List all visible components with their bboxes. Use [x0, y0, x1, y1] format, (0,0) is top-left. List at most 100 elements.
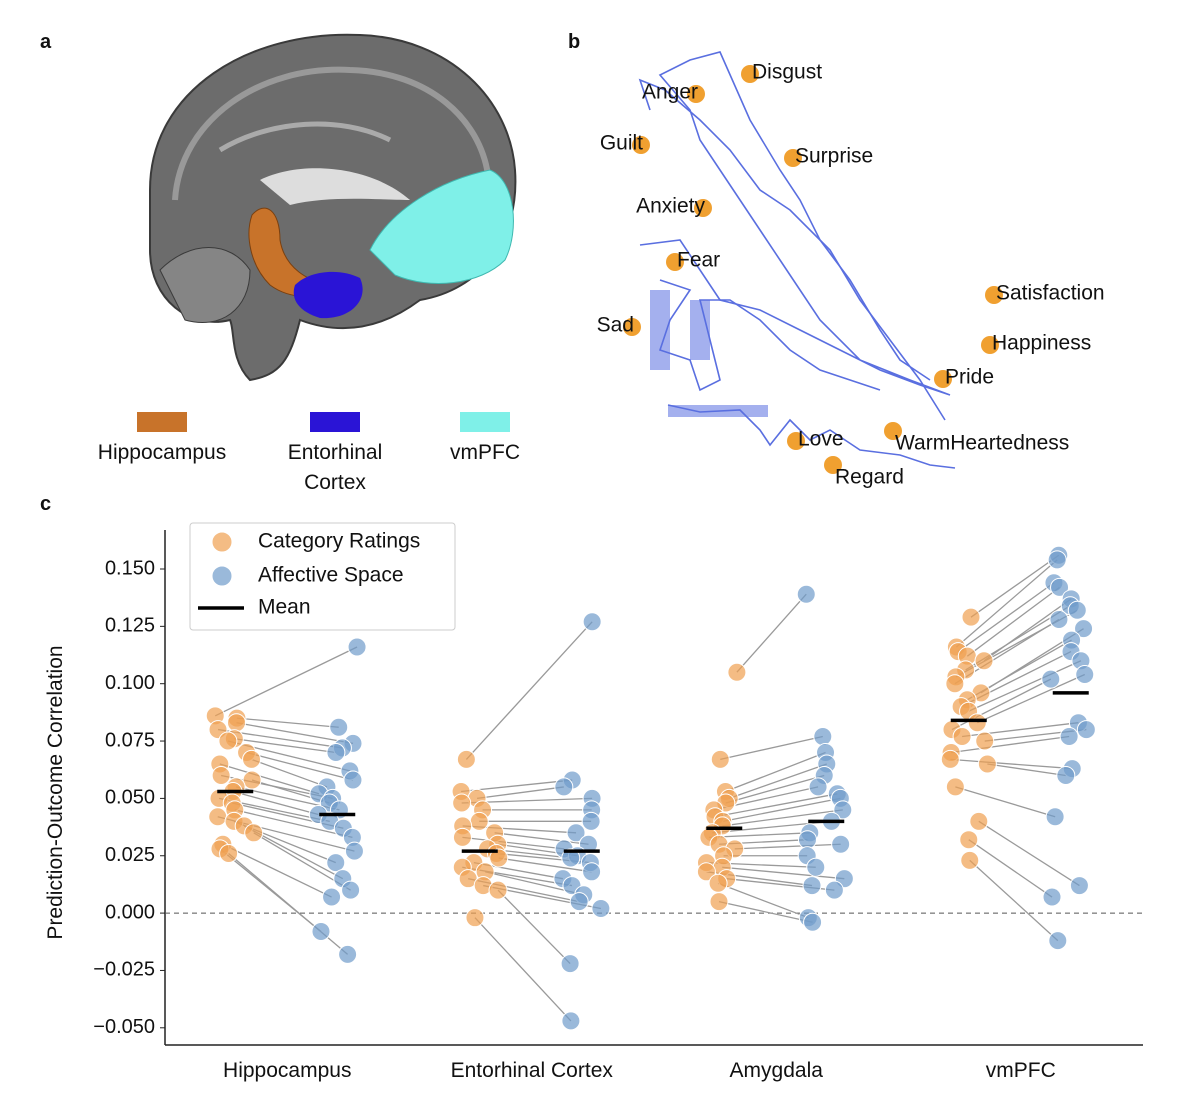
- data-point: [326, 853, 346, 873]
- data-point: [709, 892, 729, 912]
- data-point: [582, 612, 602, 632]
- pair-line: [708, 832, 810, 839]
- data-point: [806, 857, 826, 877]
- pair-line: [714, 793, 838, 818]
- pair-line: [720, 735, 823, 761]
- data-point: [344, 841, 364, 861]
- legend-box: [189, 522, 456, 631]
- data-point: [242, 770, 262, 790]
- data-point: [808, 777, 828, 797]
- legend-marker: [211, 565, 233, 587]
- pair-line: [251, 758, 328, 788]
- data-point: [456, 749, 476, 769]
- data-point: [696, 862, 716, 882]
- data-point: [1047, 550, 1067, 570]
- data-point: [581, 811, 601, 831]
- y-tick-label: −0.025: [93, 959, 155, 981]
- pair-line: [236, 722, 354, 744]
- data-point: [322, 887, 342, 907]
- x-tick-label: vmPFC: [986, 1059, 1056, 1082]
- data-point: [1067, 600, 1087, 620]
- data-point: [226, 713, 246, 733]
- pair-line: [969, 859, 1059, 942]
- trajectory-line: [639, 51, 951, 396]
- x-tick-label: Amygdala: [730, 1059, 824, 1082]
- emotion-label: Happiness: [992, 332, 1091, 355]
- legend-swatch: [310, 412, 360, 432]
- x-tick-label: Hippocampus: [223, 1059, 351, 1082]
- emotion-point: [694, 199, 712, 217]
- brain-gyrus: [218, 121, 392, 153]
- legend-label: vmPFC: [450, 441, 520, 464]
- y-tick-label: 0.150: [105, 557, 155, 579]
- pair-line: [950, 758, 1073, 770]
- data-point: [797, 830, 817, 850]
- pair-line: [497, 889, 571, 965]
- data-point: [940, 749, 960, 769]
- pair-line: [712, 820, 832, 834]
- data-point: [1050, 577, 1070, 597]
- data-point: [452, 793, 472, 813]
- data-point: [561, 1011, 581, 1031]
- pair-line: [957, 582, 1055, 653]
- brain-gyrus: [172, 66, 491, 201]
- pair-line: [722, 866, 845, 880]
- trajectory-dots: [650, 290, 768, 417]
- pair-line: [234, 738, 336, 754]
- legend-label: Category Ratings: [258, 530, 420, 553]
- panel-label: c: [40, 493, 51, 515]
- emotion-label: Love: [798, 428, 844, 451]
- emotion-point: [981, 336, 999, 354]
- emotion-point: [934, 370, 952, 388]
- emotion-point: [741, 65, 759, 83]
- panel-label: a: [40, 31, 52, 53]
- vmpfc-region: [369, 169, 514, 284]
- data-point: [960, 850, 980, 870]
- data-point: [341, 880, 361, 900]
- data-point: [1048, 931, 1068, 951]
- emotion-label: Pride: [945, 366, 994, 389]
- pair-line: [951, 735, 1070, 754]
- data-point: [1056, 765, 1076, 785]
- data-point: [343, 770, 363, 790]
- data-point: [311, 921, 331, 941]
- data-point: [833, 800, 853, 820]
- pair-line: [222, 843, 332, 898]
- legend-marker: [211, 531, 233, 553]
- pair-line: [219, 763, 320, 795]
- pair-line: [722, 809, 843, 827]
- pair-line: [987, 763, 1066, 777]
- emotion-label: Disgust: [752, 61, 822, 84]
- pair-line: [462, 836, 565, 850]
- points: [205, 545, 1096, 1031]
- emotion-point: [824, 456, 842, 474]
- y-tick-label: 0.125: [105, 615, 155, 637]
- emotion-label: Anger: [642, 81, 698, 104]
- data-point: [1041, 669, 1061, 689]
- pair-line: [977, 673, 1086, 724]
- data-point: [244, 823, 264, 843]
- data-point: [452, 827, 472, 847]
- data-point: [710, 749, 730, 769]
- emotion-point: [784, 149, 802, 167]
- data-point: [554, 777, 574, 797]
- data-point: [945, 674, 965, 694]
- data-point: [561, 848, 581, 868]
- data-point: [959, 830, 979, 850]
- data-point: [813, 726, 833, 746]
- data-point: [569, 892, 589, 912]
- data-point: [326, 743, 346, 763]
- data-point: [566, 823, 586, 843]
- corpus-callosum: [260, 168, 410, 205]
- emotion-point: [787, 432, 805, 450]
- emotion-label: Fear: [677, 249, 720, 272]
- legend-label: Affective Space: [258, 564, 404, 587]
- cerebellum: [159, 247, 251, 324]
- data-point: [945, 777, 965, 797]
- pair-line: [474, 917, 572, 1022]
- emotion-label: Sad: [597, 314, 634, 337]
- data-point: [977, 754, 997, 774]
- emotion-point: [632, 136, 650, 154]
- pair-lines: [214, 554, 1087, 1022]
- emotion-point: [666, 253, 684, 271]
